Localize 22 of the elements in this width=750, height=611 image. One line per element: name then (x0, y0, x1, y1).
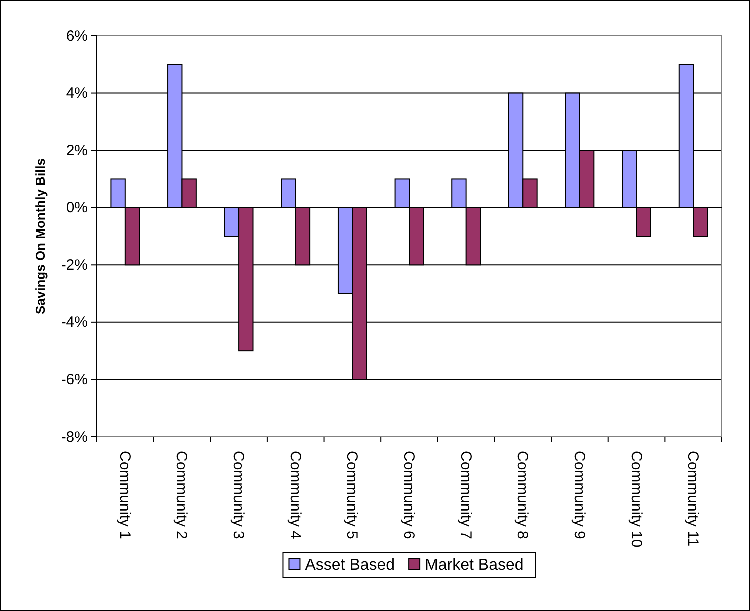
x-tick-label: Community 7 (457, 451, 474, 540)
y-tick-label: 0% (66, 200, 88, 217)
y-tick-label: 4% (66, 85, 88, 102)
x-tick-label: Community 3 (230, 451, 248, 540)
y-tick-label: -2% (61, 256, 88, 274)
x-tick-label: Community 4 (286, 451, 304, 540)
legend-label: Asset Based (305, 557, 396, 574)
y-tick-label: 2% (66, 142, 88, 160)
x-tick-label: Community 2 (173, 451, 190, 540)
x-tick-label: Community 8 (514, 451, 532, 540)
y-axis-title: Savings On Monthly Bills (33, 158, 48, 315)
x-tick-label: Community 6 (400, 451, 418, 540)
y-tick-label: 6% (66, 28, 88, 45)
x-tick-label: Community 5 (344, 451, 361, 540)
y-tick-label: -4% (61, 314, 88, 332)
x-tick-label: Community 11 (684, 451, 702, 547)
legend-label: Market Based (425, 557, 524, 574)
y-tick-label: -6% (61, 372, 88, 389)
y-tick-label: -8% (61, 428, 88, 446)
x-tick-label: Community 1 (116, 451, 134, 540)
x-tick-label: Community 10 (628, 451, 645, 548)
x-tick-label: Community 9 (570, 451, 588, 540)
